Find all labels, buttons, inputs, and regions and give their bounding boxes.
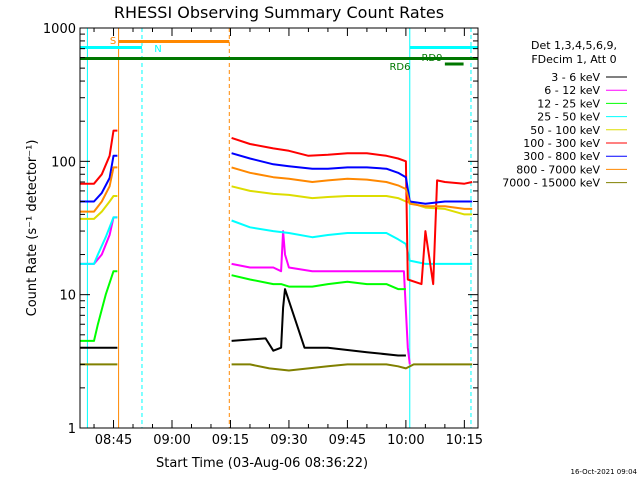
x-tick-label: 09:45 — [329, 433, 366, 448]
legend-label: 7000 - 15000 keV — [502, 177, 600, 190]
legend-label: 800 - 7000 keV — [516, 163, 600, 176]
series-line-7000-15000-kev — [80, 363, 473, 372]
annotation-rd6: RD6 — [389, 62, 410, 73]
series-line-800-7000-kev — [80, 166, 473, 213]
x-tick-label: 10:15 — [446, 433, 483, 448]
legend-title-line-1: Det 1,3,4,5,6,9, — [531, 39, 617, 52]
legend-label: 12 - 25 keV — [537, 97, 600, 110]
legend-label: 100 - 300 keV — [523, 137, 600, 150]
y-tick-label: 1000 — [43, 22, 76, 37]
legend-label: 300 - 800 keV — [523, 150, 600, 163]
plot-area: S N RD6 RD9 1 10 100 1000 08:45 09:00 09:15 09:30 09… — [43, 22, 483, 448]
x-tick-label: 10:00 — [387, 433, 424, 448]
chart-title: RHESSI Observing Summary Count Rates — [114, 3, 444, 22]
series-line-12-25-kev — [80, 270, 406, 342]
y-tick-label: 10 — [59, 289, 76, 304]
legend-label: 50 - 100 keV — [530, 124, 600, 137]
series-line-25-50-kev — [80, 216, 473, 265]
y-axis-label: Count Rate (s⁻¹ detector⁻¹) — [25, 140, 40, 317]
x-axis-label: Start Time (03-Aug-06 08:36:22) — [156, 456, 368, 471]
legend-label: 6 - 12 keV — [544, 84, 600, 97]
generated-date: 16-Oct-2021 09:04 — [571, 468, 638, 476]
x-tick-label: 08:45 — [95, 433, 132, 448]
series-line-100-300-kev — [80, 129, 473, 286]
series-line-3-6-kev — [80, 288, 406, 357]
series-line-300-800-kev — [80, 152, 473, 205]
annotation-rd9: RD9 — [421, 53, 442, 64]
y-tick-label: 100 — [51, 155, 76, 170]
plot-frame — [79, 27, 479, 429]
legend-title-line-2: FDecim 1, Att 0 — [531, 53, 616, 66]
x-tick-label: 09:30 — [270, 433, 307, 448]
legend-label: 3 - 6 keV — [551, 71, 600, 84]
x-tick-label: 09:00 — [153, 433, 190, 448]
x-tick-label: 09:15 — [212, 433, 249, 448]
annotation-s: S — [110, 36, 116, 47]
annotation-n: N — [154, 44, 161, 55]
legend-label: 25 - 50 keV — [537, 111, 600, 124]
y-tick-label: 1 — [68, 422, 76, 437]
